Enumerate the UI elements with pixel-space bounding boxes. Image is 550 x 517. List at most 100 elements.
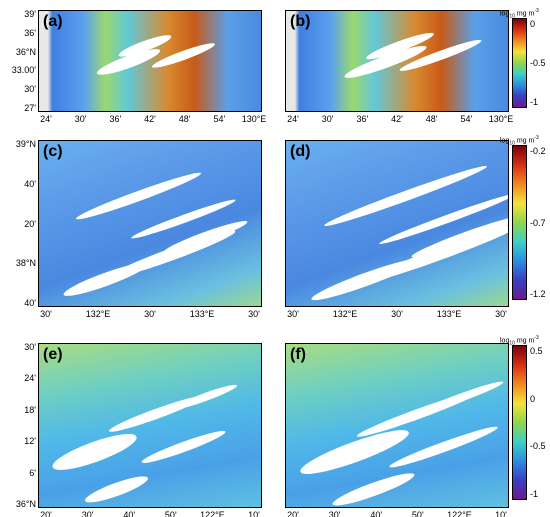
y-tick-label: 40' [24, 178, 36, 189]
unit-part: mg m [514, 337, 535, 345]
x-tick-label: 42' [391, 114, 403, 124]
unit-part: mg m [514, 137, 535, 145]
x-tick-label: 36' [109, 114, 122, 124]
x-tick-label: 50' [411, 510, 424, 517]
x-tick-label: 30' [40, 309, 52, 319]
x-tick-label: 132°E [332, 309, 358, 319]
x-tick-label: 48' [425, 114, 438, 124]
x-tick-label: 130°E [241, 114, 267, 124]
x-tick-label: 20' [40, 510, 52, 517]
x-tick-label: 10' [495, 510, 507, 517]
y-tick-label: 39°N [15, 139, 36, 149]
cloud-mask [172, 381, 239, 413]
y-tick-label: 38°N [15, 258, 36, 269]
y-tick-label: 18' [24, 404, 36, 415]
colorbar-unit: log10 mg m-3 [500, 335, 539, 347]
x-tick-label: 24' [287, 114, 299, 124]
y-tick-label: 39' [24, 9, 36, 19]
map-panel: (e) [38, 343, 262, 508]
unit-part: log [500, 10, 510, 18]
y-tick-label: 24' [24, 373, 36, 384]
unit-part: -3 [534, 8, 539, 14]
cloud-mask [420, 378, 505, 416]
x-tick-label: 30' [321, 114, 334, 124]
x-tick-label: 30' [81, 510, 94, 517]
x-tick-label: 36' [356, 114, 369, 124]
map-panel: (f) [285, 343, 509, 508]
colorbar-tick-label: -0.2 [530, 146, 546, 156]
panel-label: (c) [43, 143, 63, 160]
colorbar-tick-label: -0.7 [530, 217, 546, 228]
x-tick-label: 130°E [488, 114, 514, 124]
colorbar [512, 145, 527, 300]
y-tick-label: 40' [24, 298, 36, 308]
colorbar-unit: log10 mg m-3 [500, 8, 539, 20]
colorbar-tick-label: 0 [530, 393, 536, 404]
x-tick-label: 54' [213, 114, 226, 124]
unit-part: 10 [509, 140, 515, 147]
x-tick-label: 50' [164, 510, 177, 517]
y-tick-label: 20' [24, 218, 36, 229]
cloud-mask [330, 468, 417, 507]
y-tick-label: 33.00' [11, 65, 36, 76]
x-tick-label: 30' [328, 510, 341, 517]
y-tick-label: 30' [24, 84, 36, 95]
unit-part: mg m [514, 10, 535, 18]
colorbar-tick-label: -1 [530, 489, 539, 499]
unit-part: log [500, 137, 510, 145]
x-tick-label: 30' [495, 309, 507, 319]
colorbar-unit: log10 mg m-3 [500, 135, 539, 147]
panel-label: (b) [290, 13, 311, 30]
panel-label: (a) [43, 13, 63, 30]
colorbar-tick-label: -0.5 [530, 441, 546, 452]
x-tick-label: 48' [178, 114, 191, 124]
unit-part: log [500, 337, 510, 345]
y-tick-label: 36°N [15, 46, 36, 57]
y-tick-label: 6' [29, 467, 36, 478]
cloud-mask [83, 471, 151, 507]
y-tick-label: 36°N [15, 499, 36, 509]
cloud-mask [297, 422, 413, 481]
colorbar-tick-label: -0.5 [530, 58, 546, 68]
colorbar [512, 345, 527, 500]
x-tick-label: 132°E [85, 309, 111, 319]
colorbar [512, 18, 527, 108]
map-panel: (c) [38, 140, 262, 307]
panel-label: (e) [43, 346, 63, 363]
x-tick-label: 20' [287, 510, 299, 517]
cloud-mask [322, 161, 489, 230]
unit-part: -3 [534, 335, 539, 341]
x-tick-label: 10' [248, 510, 260, 517]
cloud-mask [309, 253, 423, 306]
x-tick-label: 122°E [447, 510, 472, 517]
x-tick-label: 30' [144, 309, 156, 319]
x-tick-label: 30' [391, 309, 403, 319]
map-panel: (b) [285, 10, 509, 112]
x-tick-label: 40' [123, 510, 136, 517]
panel-label: (d) [290, 143, 311, 160]
x-tick-label: 133°E [189, 309, 215, 319]
x-tick-label: 24' [40, 114, 52, 124]
y-tick-label: 27' [24, 103, 36, 113]
unit-part: 10 [509, 340, 515, 347]
x-tick-label: 42' [144, 114, 156, 124]
x-tick-label: 40' [370, 510, 383, 517]
x-tick-label: 54' [460, 114, 473, 124]
cloud-mask [61, 258, 150, 301]
unit-part: -3 [534, 135, 539, 141]
colorbar-tick-label: -1.2 [530, 289, 546, 299]
colorbar-tick-label: 0.5 [530, 346, 543, 356]
x-tick-label: 122°E [200, 510, 225, 517]
cloud-mask [49, 427, 140, 476]
y-tick-label: 36' [24, 27, 36, 38]
x-tick-label: 30' [287, 309, 299, 319]
cloud-mask [139, 426, 227, 467]
map-panel: (d) [285, 140, 509, 307]
colorbar-tick-label: 0 [530, 19, 536, 29]
x-tick-label: 133°E [436, 309, 462, 319]
y-tick-label: 12' [24, 436, 36, 447]
y-tick-label: 30' [24, 342, 36, 352]
unit-part: 10 [509, 13, 515, 20]
x-tick-label: 30' [248, 309, 260, 319]
